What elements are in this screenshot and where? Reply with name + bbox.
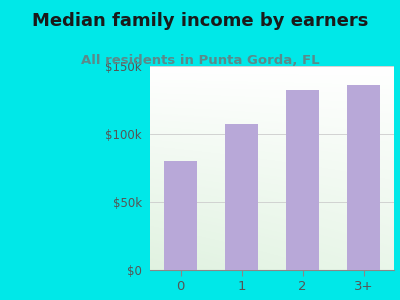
Bar — [225, 124, 258, 270]
Bar — [286, 91, 319, 270]
Bar — [347, 85, 380, 270]
Text: Median family income by earners: Median family income by earners — [32, 12, 368, 30]
Bar — [164, 161, 197, 270]
Text: All residents in Punta Gorda, FL: All residents in Punta Gorda, FL — [81, 54, 319, 67]
